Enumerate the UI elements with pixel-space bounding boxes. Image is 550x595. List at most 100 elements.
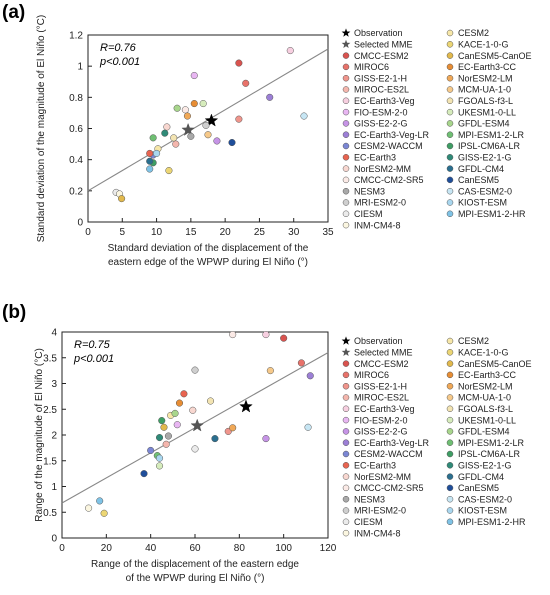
data-point (146, 165, 154, 173)
legend-marker (342, 450, 350, 458)
legend-marker (446, 450, 454, 458)
y-tick-label: 1 (51, 482, 57, 493)
legend-label: IPSL-CM6A-LR (458, 141, 521, 151)
legend-label: NorESM2-LM (458, 73, 513, 83)
legend-marker (446, 41, 454, 48)
legend-label: GFDL-ESM4 (458, 427, 510, 437)
legend-label: UKESM1-0-LL (458, 107, 516, 117)
legend-label: GISS-E2-1-G (458, 153, 512, 163)
y-tick-label: 0.5 (43, 508, 57, 519)
legend-label: INM-CM4-8 (354, 528, 401, 538)
legend-label: CMCC-ESM2 (354, 51, 409, 61)
data-point (155, 434, 164, 442)
legend-marker (446, 473, 454, 480)
legend-label: GISS-E2-2-G (354, 427, 408, 437)
x-tick-label: 40 (145, 543, 157, 554)
legend-marker (342, 382, 350, 390)
legend-marker (446, 428, 454, 435)
legend-marker (446, 495, 454, 503)
legend-marker-star (341, 39, 351, 49)
legend-marker (446, 165, 454, 172)
y-tick-label: 4 (51, 328, 57, 339)
legend-label: CAS-ESM2-0 (458, 186, 512, 196)
data-point (118, 195, 126, 203)
y-tick-label: 0.2 (69, 186, 83, 197)
legend-marker (446, 439, 454, 446)
y-axis-label: Standard deviation of the magnitude of E… (36, 15, 47, 242)
panel-b: (b) 0 20 40 60 80 100 120 0 0.5 1 1.5 2 2.5 3 3.5 4 Range… (2, 302, 337, 584)
y-tick-label: 0.8 (69, 93, 83, 104)
legend-marker (342, 86, 350, 93)
legend-label: CMCC-CM2-SR5 (354, 483, 424, 493)
legend-marker (342, 165, 350, 172)
data-point (190, 71, 198, 80)
legend-label: MPI-ESM1-2-LR (458, 130, 525, 140)
legend-label: NorESM2-MM (354, 164, 411, 174)
y-tick-label: 1.5 (43, 456, 57, 467)
legend-label: CESM2 (458, 28, 489, 38)
legend-marker (446, 154, 454, 161)
legend-label: MPI-ESM1-2-HR (458, 517, 526, 527)
legend-marker (446, 29, 454, 37)
legend-marker (342, 428, 350, 435)
correlation-label: R=0.75 (74, 339, 111, 351)
legend-marker (446, 199, 454, 206)
legend-marker (342, 52, 350, 59)
legend-marker (342, 518, 350, 526)
legend-label: CanESM5-CanOE (458, 51, 532, 61)
legend-label: GFDL-ESM4 (458, 119, 510, 129)
legend-label: GFDL-CM4 (458, 472, 504, 482)
legend-label: EC-Earth3-CC (458, 62, 517, 72)
y-tick-label: 2.5 (43, 405, 57, 416)
data-point (211, 435, 219, 443)
legend-label: MPI-ESM1-2-HR (458, 209, 526, 219)
legend-marker (446, 131, 454, 138)
data-point (96, 497, 104, 505)
data-point (163, 123, 171, 131)
legend-marker (446, 108, 454, 116)
legend-label: GISS-E2-1-G (458, 461, 512, 471)
y-tick-label: 0 (77, 218, 83, 229)
data-point (286, 47, 294, 55)
legend-marker (342, 131, 350, 138)
legend-marker (342, 187, 350, 195)
data-point (158, 417, 166, 425)
x-tick-label: 15 (185, 227, 197, 238)
legend-label: Observation (354, 336, 403, 346)
data-point (242, 79, 250, 87)
x-tick-label: 20 (220, 227, 232, 238)
legend-label: KACE-1-0-G (458, 40, 509, 50)
legend-marker (446, 394, 454, 401)
legend-label: UKESM1-0-LL (458, 415, 516, 425)
legend-marker (342, 63, 350, 71)
legend-marker (342, 439, 350, 446)
legend-label: EC-Earth3-Veg-LR (354, 438, 430, 448)
legend-label: MPI-ESM1-2-LR (458, 438, 525, 448)
legend-marker (342, 221, 350, 229)
legend-label: EC-Earth3-CC (458, 370, 517, 380)
legend-marker (342, 473, 350, 480)
legend-marker (342, 199, 350, 206)
legend-label: MRI-ESM2-0 (354, 506, 406, 516)
x-axis-label-line1: Standard deviation of the displacement o… (108, 243, 309, 254)
data-point (229, 424, 237, 432)
legend-marker (446, 360, 454, 367)
legend-label: MCM-UA-1-0 (458, 393, 511, 403)
legend-label: MIROC-ES2L (354, 85, 409, 95)
x-tick-label: 25 (254, 227, 266, 238)
legend-label: GISS-E2-1-H (354, 381, 407, 391)
legend-marker (446, 518, 454, 526)
legend-label: NorESM2-LM (458, 381, 513, 391)
y-tick-label: 1 (77, 62, 83, 73)
legend-marker-star (341, 28, 351, 37)
y-tick-label: 0.4 (69, 155, 83, 166)
legend-label: EC-Earth3-Veg (354, 404, 415, 414)
x-axis-label-line1: Range of the displacement of the eastern… (91, 559, 299, 570)
legend-label: CESM2-WACCM (354, 141, 423, 151)
y-axis-label: Range of the magnitude of El Niño (°C) (34, 348, 45, 522)
legend-marker (446, 507, 454, 514)
legend-label: MRI-ESM2-0 (354, 198, 406, 208)
x-tick-label: 100 (275, 543, 292, 554)
